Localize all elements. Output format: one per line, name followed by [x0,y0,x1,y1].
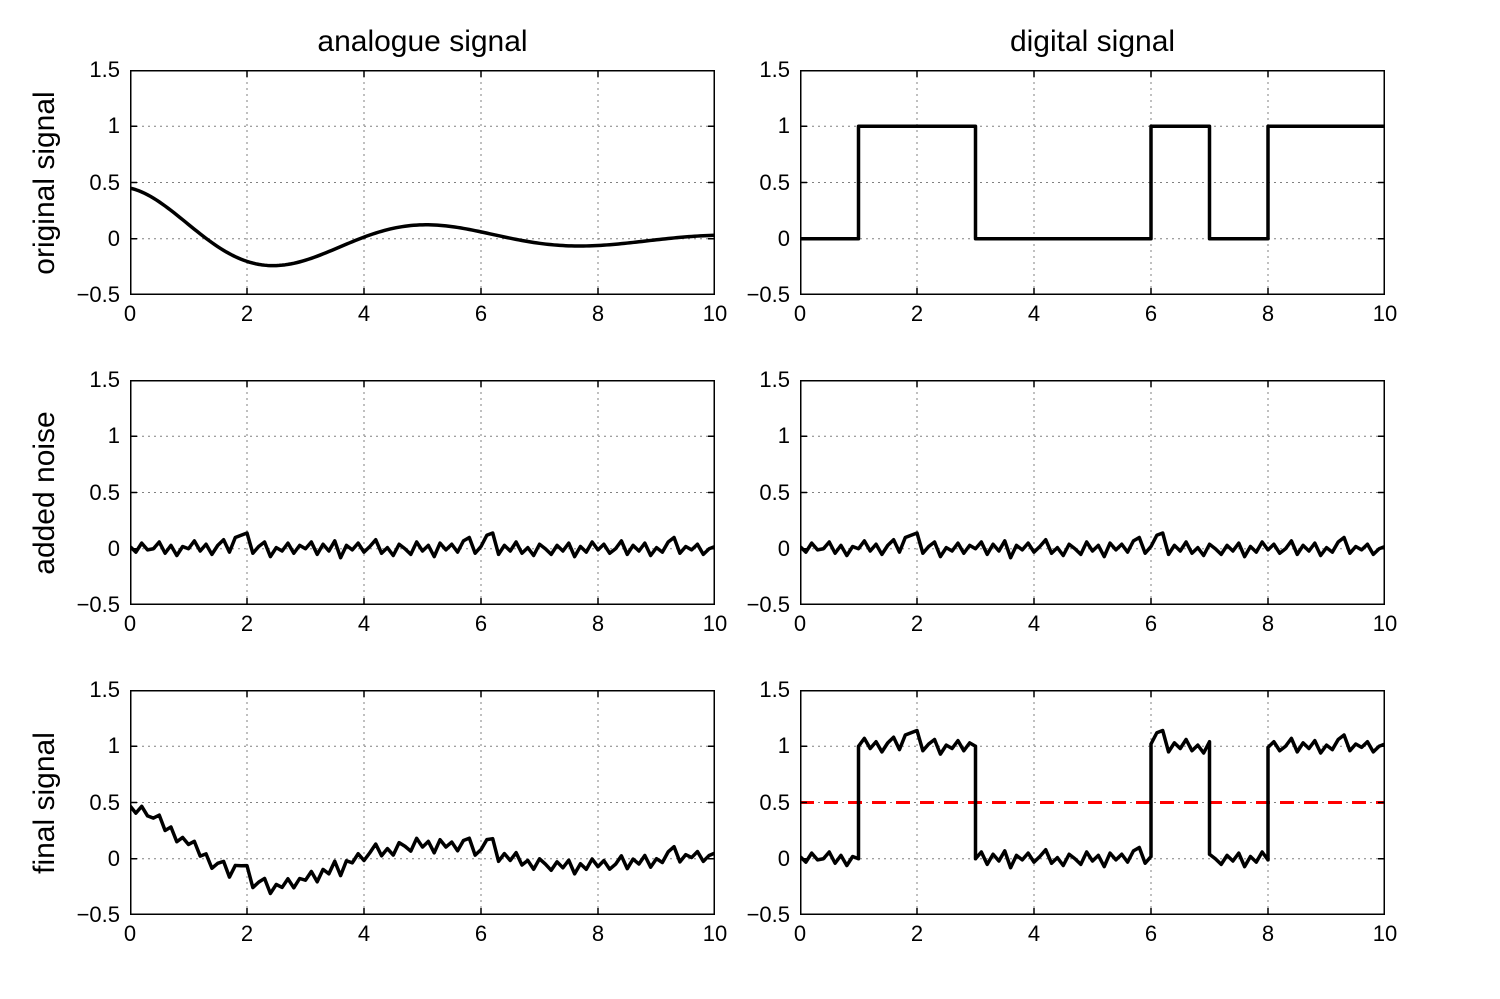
column-title: analogue signal [317,25,527,59]
x-tick-label: 2 [911,921,923,947]
x-tick-label: 0 [124,611,136,637]
y-tick-label: 1.5 [759,57,790,83]
x-tick-label: 0 [794,611,806,637]
x-tick-label: 10 [1373,921,1397,947]
panel-digital_final: 0246810−0.500.511.5 [800,690,1385,915]
y-tick-label: 0 [108,536,120,562]
x-tick-label: 4 [358,611,370,637]
panel-svg [130,70,715,295]
x-tick-label: 2 [241,921,253,947]
x-tick-label: 6 [475,611,487,637]
axes-border [801,71,1385,295]
y-tick-label: 0.5 [759,790,790,816]
y-tick-label: −0.5 [747,902,790,928]
x-tick-label: 10 [1373,301,1397,327]
y-tick-label: 0 [778,846,790,872]
x-tick-label: 10 [703,301,727,327]
panel-svg [800,380,1385,605]
y-tick-label: 1 [108,733,120,759]
panel-svg [130,380,715,605]
signal-line [130,533,715,558]
figure: analogue signal digital signal original si… [0,0,1500,999]
signal-line [130,188,715,266]
x-tick-label: 0 [124,301,136,327]
y-tick-label: 1 [778,423,790,449]
signal-line [130,806,715,894]
x-tick-label: 10 [703,611,727,637]
y-tick-label: 0.5 [89,170,120,196]
x-tick-label: 8 [1262,301,1274,327]
y-tick-label: 0.5 [759,170,790,196]
panel-analogue_noise: 0246810−0.500.511.5 [130,380,715,605]
x-tick-label: 2 [911,611,923,637]
y-tick-label: 1.5 [89,57,120,83]
panel-svg [800,70,1385,295]
row-label: added noise [28,411,62,574]
x-tick-label: 4 [1028,611,1040,637]
x-tick-label: 8 [592,921,604,947]
y-tick-label: 0 [108,226,120,252]
panel-digital_noise: 0246810−0.500.511.5 [800,380,1385,605]
x-tick-label: 0 [124,921,136,947]
y-tick-label: 1 [778,733,790,759]
y-tick-label: 1 [108,113,120,139]
panel-svg [800,690,1385,915]
y-tick-label: 1.5 [89,677,120,703]
row-label: original signal [28,91,62,274]
signal-line [800,126,1385,239]
y-tick-label: 1 [778,113,790,139]
x-tick-label: 8 [1262,921,1274,947]
x-tick-label: 0 [794,301,806,327]
x-tick-label: 0 [794,921,806,947]
column-title: digital signal [1010,25,1175,59]
x-tick-label: 4 [1028,301,1040,327]
y-tick-label: 1.5 [759,367,790,393]
x-tick-label: 4 [358,921,370,947]
x-tick-label: 10 [703,921,727,947]
axes-border [131,691,715,915]
x-tick-label: 6 [1145,921,1157,947]
x-tick-label: 2 [911,301,923,327]
x-tick-label: 4 [358,301,370,327]
axes-border [801,381,1385,605]
panel-svg [130,690,715,915]
signal-line [800,731,1385,868]
x-tick-label: 6 [1145,611,1157,637]
axes-border [131,71,715,295]
y-tick-label: −0.5 [77,902,120,928]
axes-border [131,381,715,605]
panel-analogue_final: 0246810−0.500.511.5 [130,690,715,915]
panel-digital_original: 0246810−0.500.511.5 [800,70,1385,295]
y-tick-label: 1.5 [89,367,120,393]
x-tick-label: 4 [1028,921,1040,947]
x-tick-label: 2 [241,611,253,637]
y-tick-label: −0.5 [747,282,790,308]
x-tick-label: 6 [475,921,487,947]
y-tick-label: 0 [108,846,120,872]
y-tick-label: −0.5 [747,592,790,618]
y-tick-label: 0.5 [89,790,120,816]
y-tick-label: 0 [778,226,790,252]
y-tick-label: 0 [778,536,790,562]
x-tick-label: 8 [592,301,604,327]
x-tick-label: 6 [475,301,487,327]
y-tick-label: −0.5 [77,282,120,308]
y-tick-label: −0.5 [77,592,120,618]
panel-analogue_original: 0246810−0.500.511.5 [130,70,715,295]
y-tick-label: 1 [108,423,120,449]
x-tick-label: 10 [1373,611,1397,637]
y-tick-label: 0.5 [89,480,120,506]
x-tick-label: 8 [592,611,604,637]
y-tick-label: 0.5 [759,480,790,506]
y-tick-label: 1.5 [759,677,790,703]
x-tick-label: 6 [1145,301,1157,327]
row-label: final signal [28,732,62,874]
signal-line [800,533,1385,558]
x-tick-label: 8 [1262,611,1274,637]
x-tick-label: 2 [241,301,253,327]
